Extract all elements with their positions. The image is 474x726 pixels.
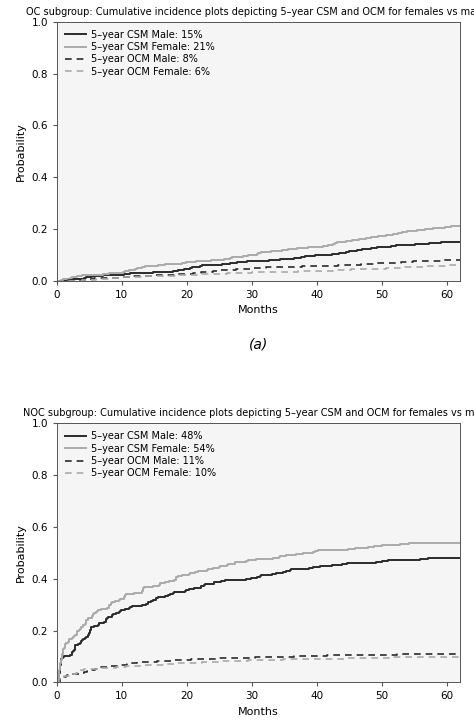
5–year OCM Female: 10%: (0.391, 0.0103): 10%: (0.391, 0.0103) [56, 675, 62, 684]
5–year OCM Male: 11%: (5.47, 0.0495): 11%: (5.47, 0.0495) [90, 665, 95, 674]
5–year OCM Male: 8%: (20, 0.0271): 8%: (20, 0.0271) [184, 269, 190, 278]
5–year CSM Male: 48%: (50.5, 0.47): 48%: (50.5, 0.47) [383, 556, 388, 565]
5–year CSM Female: 21%: (44.5, 0.152): 21%: (44.5, 0.152) [343, 237, 349, 246]
5–year OCM Male: 11%: (0, 0): 11%: (0, 0) [54, 678, 60, 687]
Y-axis label: Probability: Probability [16, 523, 26, 582]
5–year OCM Female: 10%: (17.2, 0.0702): 10%: (17.2, 0.0702) [166, 660, 172, 669]
5–year OCM Male: 8%: (36.5, 0.0546): 8%: (36.5, 0.0546) [292, 262, 297, 271]
5–year OCM Male: 8%: (0, 0): 8%: (0, 0) [54, 277, 60, 285]
5–year OCM Female: 10%: (3.66, 0.0452): 10%: (3.66, 0.0452) [78, 666, 83, 675]
Line: 5–year CSM Female: 21%: 5–year CSM Female: 21% [57, 227, 460, 281]
Line: 5–year OCM Male: 11%: 5–year OCM Male: 11% [57, 654, 460, 682]
5–year OCM Male: 11%: (62, 0.11): 11%: (62, 0.11) [457, 650, 463, 658]
5–year CSM Female: 54%: (3.05, 0.189): 54%: (3.05, 0.189) [74, 629, 80, 638]
5–year OCM Male: 11%: (7.65, 0.0584): 11%: (7.65, 0.0584) [104, 663, 109, 672]
5–year OCM Male: 8%: (20.3, 0.0271): 8%: (20.3, 0.0271) [186, 269, 192, 278]
5–year CSM Female: 21%: (40.4, 0.13): 21%: (40.4, 0.13) [317, 242, 322, 251]
5–year OCM Male: 11%: (11.3, 0.0709): 11%: (11.3, 0.0709) [128, 660, 133, 669]
5–year CSM Male: 15%: (42.4, 0.103): 15%: (42.4, 0.103) [329, 250, 335, 258]
5–year OCM Female: 6%: (42.5, 0.0403): 6%: (42.5, 0.0403) [330, 266, 336, 274]
5–year CSM Female: 21%: (42.7, 0.143): 21%: (42.7, 0.143) [332, 240, 337, 248]
Legend: 5–year CSM Male: 15%, 5–year CSM Female: 21%, 5–year OCM Male: 8%, 5–year OCM Fe: 5–year CSM Male: 15%, 5–year CSM Female:… [62, 27, 218, 80]
X-axis label: Months: Months [238, 707, 279, 717]
5–year CSM Female: 54%: (0, 0): 54%: (0, 0) [54, 678, 60, 687]
5–year OCM Male: 11%: (59, 0.11): 11%: (59, 0.11) [438, 650, 443, 658]
5–year OCM Male: 11%: (9.75, 0.0655): 11%: (9.75, 0.0655) [118, 661, 123, 670]
5–year OCM Female: 10%: (3.3, 0.042): 10%: (3.3, 0.042) [75, 667, 81, 676]
5–year CSM Male: 15%: (0, 0): 15%: (0, 0) [54, 277, 60, 285]
5–year OCM Female: 6%: (0, 0): 6%: (0, 0) [54, 277, 60, 285]
5–year OCM Female: 6%: (62, 0.06): 6%: (62, 0.06) [457, 261, 463, 269]
5–year OCM Female: 10%: (21.2, 0.0758): 10%: (21.2, 0.0758) [191, 658, 197, 667]
5–year CSM Female: 54%: (6.38, 0.28): 54%: (6.38, 0.28) [96, 605, 101, 614]
Legend: 5–year CSM Male: 48%, 5–year CSM Female: 54%, 5–year OCM Male: 11%, 5–year OCM F: 5–year CSM Male: 48%, 5–year CSM Female:… [62, 428, 219, 481]
5–year CSM Male: 15%: (1.54, 0.0057): 15%: (1.54, 0.0057) [64, 275, 70, 284]
5–year CSM Female: 21%: (42.1, 0.138): 21%: (42.1, 0.138) [328, 241, 333, 250]
5–year OCM Female: 6%: (40.5, 0.0386): 6%: (40.5, 0.0386) [317, 266, 323, 275]
5–year CSM Male: 15%: (34.3, 0.0825): 15%: (34.3, 0.0825) [277, 255, 283, 264]
X-axis label: Months: Months [238, 306, 279, 315]
5–year CSM Male: 48%: (36.1, 0.437): 48%: (36.1, 0.437) [289, 565, 294, 574]
5–year CSM Male: 15%: (62, 0.15): 15%: (62, 0.15) [457, 237, 463, 246]
5–year CSM Male: 48%: (51, 0.471): 48%: (51, 0.471) [385, 556, 391, 565]
5–year CSM Male: 15%: (60, 0.15): 15%: (60, 0.15) [444, 237, 449, 246]
5–year OCM Female: 10%: (62, 0.1): 10%: (62, 0.1) [457, 652, 463, 661]
5–year CSM Female: 21%: (49.1, 0.17): 21%: (49.1, 0.17) [374, 232, 379, 241]
5–year OCM Male: 11%: (10.8, 0.0709): 11%: (10.8, 0.0709) [124, 660, 130, 669]
5–year CSM Male: 48%: (62, 0.48): 48%: (62, 0.48) [457, 554, 463, 563]
5–year CSM Female: 54%: (13.3, 0.36): 54%: (13.3, 0.36) [140, 585, 146, 594]
Line: 5–year CSM Male: 15%: 5–year CSM Male: 15% [57, 242, 460, 281]
Title: NOC subgroup: Cumulative incidence plots depicting 5–year CSM and OCM for female: NOC subgroup: Cumulative incidence plots… [23, 409, 474, 418]
5–year CSM Female: 54%: (58.9, 0.54): 54%: (58.9, 0.54) [437, 538, 443, 547]
5–year OCM Male: 8%: (48.5, 0.0653): 8%: (48.5, 0.0653) [369, 260, 375, 269]
5–year CSM Female: 54%: (10.3, 0.323): 54%: (10.3, 0.323) [121, 595, 127, 603]
5–year CSM Male: 48%: (57.5, 0.48): 48%: (57.5, 0.48) [428, 554, 434, 563]
5–year CSM Female: 54%: (62, 0.54): 54%: (62, 0.54) [457, 538, 463, 547]
5–year CSM Male: 15%: (33.7, 0.0792): 15%: (33.7, 0.0792) [273, 256, 279, 265]
5–year OCM Female: 6%: (60.2, 0.06): 6%: (60.2, 0.06) [445, 261, 451, 269]
Line: 5–year CSM Female: 54%: 5–year CSM Female: 54% [57, 542, 460, 682]
5–year OCM Male: 8%: (59.7, 0.08): 8%: (59.7, 0.08) [442, 256, 448, 264]
Line: 5–year OCM Male: 8%: 5–year OCM Male: 8% [57, 260, 460, 281]
5–year CSM Female: 21%: (62, 0.21): 21%: (62, 0.21) [457, 222, 463, 231]
5–year OCM Male: 8%: (47, 0.0653): 8%: (47, 0.0653) [360, 260, 365, 269]
5–year OCM Male: 8%: (5.11, 0.00748): 8%: (5.11, 0.00748) [87, 274, 93, 283]
5–year OCM Female: 6%: (54.8, 0.0542): 6%: (54.8, 0.0542) [410, 263, 416, 272]
Line: 5–year CSM Male: 48%: 5–year CSM Male: 48% [57, 558, 460, 682]
5–year CSM Male: 15%: (36.7, 0.0879): 15%: (36.7, 0.0879) [292, 253, 298, 262]
5–year CSM Female: 21%: (54.1, 0.194): 21%: (54.1, 0.194) [405, 227, 411, 235]
5–year CSM Female: 54%: (24, 0.438): 54%: (24, 0.438) [210, 565, 216, 574]
5–year OCM Female: 6%: (16.7, 0.0196): 6%: (16.7, 0.0196) [163, 272, 168, 280]
5–year OCM Female: 10%: (58.8, 0.1): 10%: (58.8, 0.1) [436, 652, 442, 661]
Y-axis label: Probability: Probability [16, 122, 26, 181]
5–year CSM Male: 48%: (5.72, 0.215): 48%: (5.72, 0.215) [91, 622, 97, 631]
Text: (a): (a) [249, 338, 268, 352]
5–year OCM Female: 10%: (10.6, 0.0614): 10%: (10.6, 0.0614) [123, 662, 128, 671]
Line: 5–year OCM Female: 6%: 5–year OCM Female: 6% [57, 265, 460, 281]
5–year CSM Female: 21%: (60.7, 0.21): 21%: (60.7, 0.21) [448, 222, 454, 231]
5–year CSM Female: 21%: (0, 0): 21%: (0, 0) [54, 277, 60, 285]
5–year CSM Male: 15%: (22, 0.0556): 15%: (22, 0.0556) [197, 262, 202, 271]
5–year CSM Male: 48%: (0, 0): 48%: (0, 0) [54, 678, 60, 687]
5–year OCM Female: 6%: (27.9, 0.0302): 6%: (27.9, 0.0302) [235, 269, 241, 277]
5–year CSM Male: 48%: (29.8, 0.399): 48%: (29.8, 0.399) [248, 574, 254, 583]
Line: 5–year OCM Female: 10%: 5–year OCM Female: 10% [57, 656, 460, 682]
5–year OCM Male: 11%: (17.8, 0.0869): 11%: (17.8, 0.0869) [170, 656, 175, 664]
5–year OCM Female: 6%: (30.1, 0.033): 6%: (30.1, 0.033) [250, 268, 255, 277]
5–year OCM Female: 10%: (0, 0): 10%: (0, 0) [54, 678, 60, 687]
5–year OCM Male: 8%: (62, 0.08): 8%: (62, 0.08) [457, 256, 463, 264]
5–year CSM Male: 48%: (49.1, 0.464): 48%: (49.1, 0.464) [373, 558, 379, 566]
5–year CSM Female: 54%: (0.571, 0.0767): 54%: (0.571, 0.0767) [58, 658, 64, 667]
Title: OC subgroup: Cumulative incidence plots depicting 5–year CSM and OCM for females: OC subgroup: Cumulative incidence plots … [27, 7, 474, 17]
